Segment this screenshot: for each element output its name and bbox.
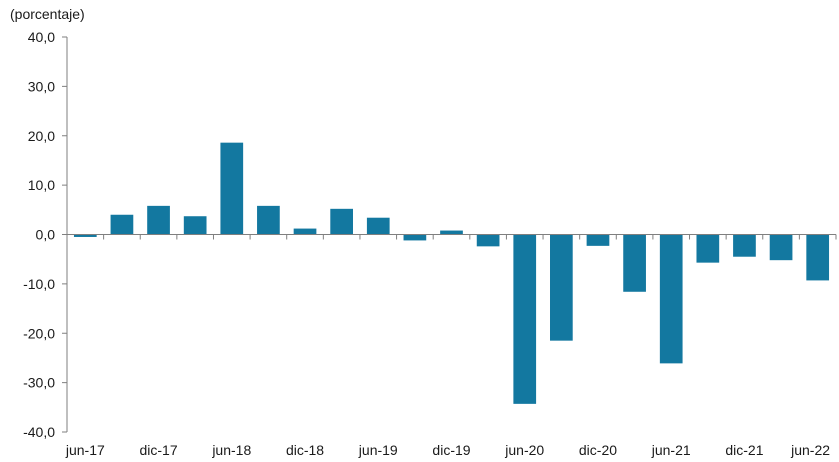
bar-mar-20 bbox=[476, 234, 500, 247]
bar-jun-20 bbox=[513, 234, 537, 404]
x-tick-label: jun-18 bbox=[211, 442, 251, 458]
bar-dic-19 bbox=[440, 230, 463, 235]
y-tick-label: -10,0 bbox=[23, 276, 55, 292]
x-axis: jun-17 dic-17 jun-18 dic-18 jun-19 dic-19 jun-… bbox=[65, 234, 837, 458]
bar-jun-22 bbox=[806, 234, 830, 281]
y-axis-unit-label: (porcentaje) bbox=[10, 6, 85, 22]
x-tick-label: dic-20 bbox=[579, 442, 617, 458]
bars-group bbox=[73, 142, 830, 404]
bar-sep-18 bbox=[257, 205, 280, 235]
bar-dic-21 bbox=[733, 234, 756, 257]
bar-mar-22 bbox=[769, 234, 793, 261]
x-tick-label: jun-20 bbox=[504, 442, 544, 458]
y-tick-label: 10,0 bbox=[28, 177, 55, 193]
bar-jun-18 bbox=[220, 142, 244, 235]
bar-jun-19 bbox=[366, 217, 390, 235]
y-tick-label: 0,0 bbox=[36, 227, 56, 243]
bar-mar-19 bbox=[330, 208, 353, 235]
x-tick-label: jun-17 bbox=[65, 442, 105, 458]
y-tick-label: 20,0 bbox=[28, 128, 55, 144]
bar-sep-21 bbox=[696, 234, 720, 263]
bar-sep-19 bbox=[403, 234, 427, 241]
x-tick-label: dic-17 bbox=[139, 442, 177, 458]
bar-jun-21 bbox=[659, 234, 683, 364]
x-tick-label: dic-21 bbox=[725, 442, 763, 458]
bar-mar-18 bbox=[183, 216, 207, 235]
bar-mar-21 bbox=[623, 234, 646, 292]
bar-dic-17 bbox=[147, 205, 170, 235]
y-tick-label: 30,0 bbox=[28, 78, 55, 94]
x-tick-label: dic-18 bbox=[286, 442, 324, 458]
bar-sep-20 bbox=[550, 234, 573, 341]
y-tick-label: -30,0 bbox=[23, 375, 55, 391]
bar-jun-17 bbox=[73, 234, 97, 237]
y-tick-label: -40,0 bbox=[23, 424, 55, 440]
x-tick-label: jun-22 bbox=[790, 442, 830, 458]
bar-dic-20 bbox=[586, 234, 610, 246]
x-tick-label: jun-19 bbox=[358, 442, 398, 458]
y-tick-label: -20,0 bbox=[23, 325, 55, 341]
bar-dic-18 bbox=[293, 228, 317, 235]
x-tick-label: dic-19 bbox=[432, 442, 470, 458]
bar-sep-17 bbox=[110, 214, 134, 235]
x-tick-label: jun-21 bbox=[651, 442, 691, 458]
y-tick-label: 40,0 bbox=[28, 29, 55, 45]
y-axis: 40,0 30,0 20,0 10,0 0,0 -10,0 -20,0 -30,0 -40,0 bbox=[23, 29, 67, 440]
